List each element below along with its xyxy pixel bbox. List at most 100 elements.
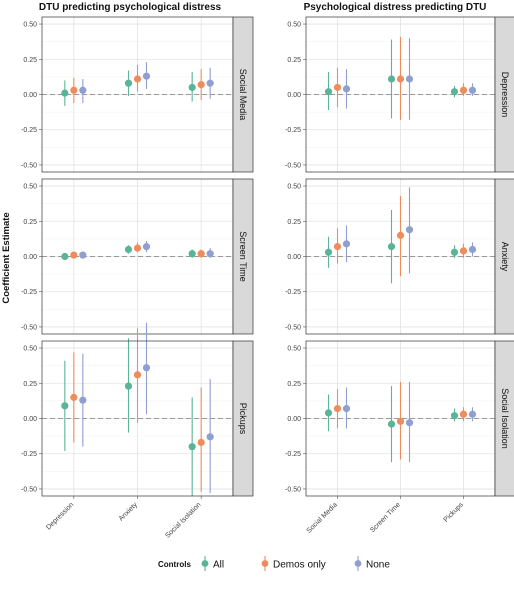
- facet-strip-label: Pickups: [238, 403, 248, 435]
- estimate-point: [124, 79, 133, 87]
- estimate-point: [387, 243, 396, 251]
- estimate-point: [342, 240, 351, 248]
- y-tick-label: -0.50: [21, 324, 37, 331]
- estimate-point: [459, 247, 468, 255]
- facet-strip-label: Anxiety: [500, 242, 510, 272]
- estimate-point: [459, 410, 468, 418]
- estimate-point: [79, 251, 87, 259]
- estimate-point: [133, 371, 142, 379]
- y-axis-label: Coefficient Estimate: [1, 212, 12, 303]
- estimate-point: [206, 79, 214, 87]
- estimate-point: [405, 226, 414, 234]
- facet-strip-label: Social Isolation: [500, 388, 510, 449]
- legend-title: Controls: [158, 560, 191, 569]
- x-tick-label: Social Media: [306, 501, 339, 534]
- y-tick-label: 0.50: [287, 184, 301, 191]
- estimate-point: [188, 443, 196, 451]
- legend-label: All: [213, 560, 224, 571]
- x-tick-label: Pickups: [443, 501, 466, 524]
- legend-key-point: [354, 560, 362, 567]
- y-tick-label: 0.50: [287, 346, 301, 353]
- y-tick-label: 0.25: [23, 219, 37, 226]
- y-tick-label: -0.25: [285, 127, 301, 134]
- estimate-point: [188, 250, 196, 258]
- legend: Controls All Demos only None: [158, 556, 390, 571]
- legend-label: Demos only: [273, 560, 326, 571]
- y-tick-label: 0.25: [287, 219, 301, 226]
- facet-strip: [232, 16, 254, 173]
- estimate-point: [387, 420, 396, 428]
- facet-strip: [232, 340, 254, 497]
- facet-panel: 0.50 0.25 0.00 -0.25 -0.50 Depression: [285, 16, 514, 173]
- y-tick-label: -0.25: [21, 451, 37, 458]
- facet-strip-label: Social Media: [238, 69, 248, 121]
- facet-strip: [494, 178, 514, 335]
- y-tick-label: -0.50: [21, 486, 37, 493]
- estimate-point: [342, 85, 351, 93]
- legend-label: None: [366, 560, 390, 571]
- estimate-point: [206, 433, 214, 441]
- estimate-point: [396, 231, 405, 239]
- estimate-point: [197, 438, 205, 447]
- facet-strip: [494, 16, 514, 173]
- facet-strip-label: Screen Time: [238, 231, 248, 282]
- estimate-point: [324, 88, 333, 96]
- y-tick-label: 0.00: [287, 416, 301, 423]
- y-tick-label: 0.50: [23, 184, 37, 191]
- facet-panel: 0.50 0.25 0.00 -0.25 -0.50 Social Isolation So…: [285, 340, 514, 535]
- estimate-point: [70, 251, 78, 259]
- facet-panel: 0.50 0.25 0.00 -0.25 -0.50 Anxiety: [285, 178, 514, 335]
- legend-key-point: [201, 560, 209, 567]
- facet-strip: [232, 178, 254, 335]
- y-tick-label: 0.50: [23, 22, 37, 29]
- left-chart-title: DTU predicting psychological distress: [39, 2, 222, 13]
- facet-panel: 0.50 0.25 0.00 -0.25 -0.50 Social Media: [21, 16, 254, 173]
- legend-item: None: [354, 556, 390, 571]
- estimate-point: [133, 244, 142, 252]
- right-chart-title: Psychological distress predicting DTU: [304, 2, 487, 13]
- estimate-point: [333, 83, 342, 92]
- estimate-point: [133, 75, 142, 83]
- estimate-point: [396, 75, 405, 83]
- estimate-point: [70, 393, 78, 401]
- estimate-point: [142, 364, 151, 372]
- y-tick-label: -0.50: [285, 324, 301, 331]
- estimate-point: [79, 86, 87, 94]
- estimate-point: [124, 382, 133, 390]
- y-tick-label: -0.25: [21, 127, 37, 134]
- x-tick-label: Depression: [45, 501, 75, 531]
- estimate-point: [450, 248, 459, 256]
- estimate-point: [324, 248, 333, 256]
- y-tick-label: -0.50: [285, 162, 301, 169]
- estimate-point: [333, 405, 342, 413]
- estimate-point: [79, 396, 87, 404]
- y-tick-label: -0.25: [285, 289, 301, 296]
- y-tick-label: 0.00: [287, 254, 301, 261]
- x-tick-label: Anxiety: [118, 501, 140, 523]
- estimate-point: [206, 250, 214, 258]
- estimate-point: [387, 75, 396, 83]
- estimate-point: [70, 86, 78, 94]
- legend-items: All Demos only None: [201, 556, 390, 571]
- estimate-point: [333, 243, 342, 251]
- y-tick-label: -0.50: [285, 486, 301, 493]
- y-tick-label: 0.00: [287, 92, 301, 99]
- estimate-point: [468, 86, 477, 94]
- y-tick-label: 0.25: [23, 381, 37, 388]
- estimate-point: [468, 245, 477, 254]
- legend-item: All: [201, 556, 224, 571]
- estimate-point: [142, 72, 151, 80]
- y-tick-label: 0.50: [23, 346, 37, 353]
- estimate-point: [405, 75, 414, 83]
- facet-strip-label: Depression: [500, 72, 510, 118]
- estimate-point: [142, 243, 151, 251]
- estimate-point: [396, 417, 405, 425]
- y-tick-label: -0.25: [21, 289, 37, 296]
- estimate-point: [405, 419, 414, 427]
- estimate-point: [468, 410, 477, 418]
- legend-key-point: [261, 560, 269, 567]
- estimate-point: [124, 245, 133, 254]
- x-tick-label: Screen Time: [369, 501, 402, 534]
